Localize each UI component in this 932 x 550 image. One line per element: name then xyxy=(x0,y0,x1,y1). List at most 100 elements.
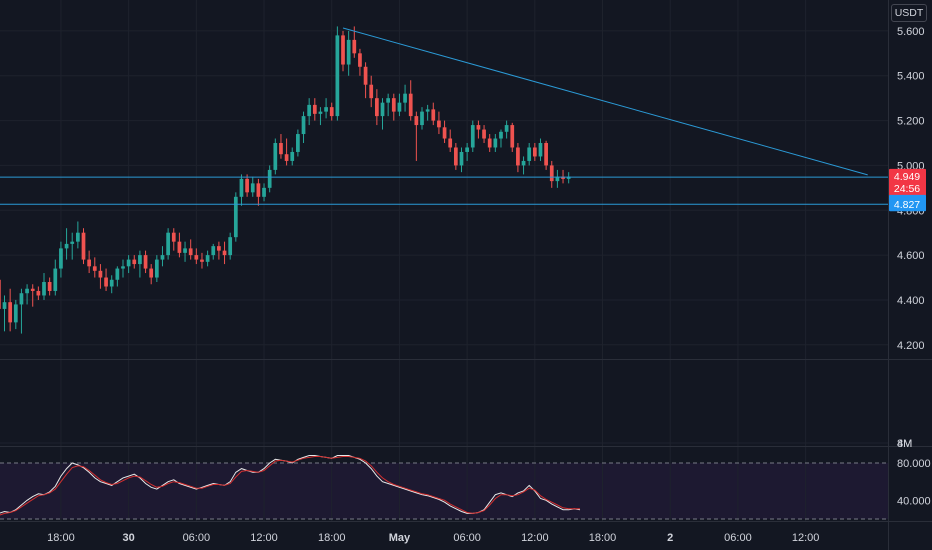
drawn-lines[interactable] xyxy=(0,27,888,205)
candle-body xyxy=(465,147,469,152)
price-tick-label: 4.400 xyxy=(897,295,925,307)
candle-body xyxy=(205,255,210,262)
candle-body xyxy=(183,248,187,253)
candle-body xyxy=(25,288,29,294)
candle-body xyxy=(64,243,69,249)
candle-body xyxy=(318,111,323,114)
candle-body xyxy=(442,127,447,139)
rsi-lines xyxy=(0,455,581,516)
candle-body xyxy=(188,248,193,256)
candle-body xyxy=(358,53,362,67)
candle-body xyxy=(425,109,430,112)
candle-body xyxy=(504,125,509,132)
candle-body xyxy=(132,259,137,265)
last-price-label: 4.949 xyxy=(894,171,920,183)
candle-body xyxy=(160,255,165,260)
time-axis-labels: 18:00 30 06:00 12:00 18:00 May 06:00 12:00 18:00… xyxy=(47,532,819,544)
time-tick-label: 12:00 xyxy=(250,532,278,544)
candle-body xyxy=(2,302,7,309)
candle-body xyxy=(532,147,537,157)
time-tick-label: 12:00 xyxy=(521,532,549,544)
candle-body xyxy=(408,93,413,117)
candle-body xyxy=(538,143,543,157)
candle-body xyxy=(70,241,75,244)
candle-body xyxy=(262,187,266,197)
time-tick-label: 2 xyxy=(667,532,673,544)
candle-body xyxy=(453,147,458,166)
volume-tick-label: 8M xyxy=(897,438,912,450)
time-tick-label: 30 xyxy=(123,532,135,544)
candle-body xyxy=(217,246,221,251)
candle-body xyxy=(59,248,63,269)
candle-body xyxy=(13,304,18,323)
time-tick-label: 18:00 xyxy=(318,532,346,544)
time-tick-label: 18:00 xyxy=(589,532,617,544)
candle-body xyxy=(493,138,498,148)
time-tick-label: May xyxy=(389,532,411,544)
candle-body xyxy=(149,268,154,278)
countdown-label: 24:56 xyxy=(894,183,920,195)
candle-body xyxy=(391,98,396,112)
candle-body xyxy=(42,282,46,296)
candle-body xyxy=(250,183,255,193)
candle-body xyxy=(81,232,86,260)
price-tick-label: 5.600 xyxy=(897,26,925,38)
candle-body xyxy=(437,120,441,128)
candle-body xyxy=(121,266,125,269)
candle-body xyxy=(267,169,272,188)
candle-body xyxy=(403,93,407,103)
candle-body xyxy=(228,237,233,256)
currency-label[interactable]: USDT xyxy=(891,4,927,22)
candle-body xyxy=(448,138,453,148)
candle-body xyxy=(459,151,464,166)
candle-body xyxy=(296,134,300,152)
candle-body xyxy=(397,102,402,112)
time-tick-label: 06:00 xyxy=(183,532,211,544)
candle-body xyxy=(380,102,385,117)
candle-body xyxy=(109,279,114,287)
time-tick-label: 12:00 xyxy=(792,532,820,544)
candle-body xyxy=(487,138,492,148)
candle-body xyxy=(312,104,317,114)
candle-body xyxy=(75,232,80,242)
candle-body xyxy=(420,111,424,126)
candle-body xyxy=(555,176,560,182)
candle-body xyxy=(36,290,41,296)
candle-body xyxy=(233,196,238,238)
candle-body xyxy=(476,125,481,130)
candle-body xyxy=(53,268,58,291)
candle-body xyxy=(200,259,204,262)
candle-body xyxy=(47,282,52,291)
candle-body xyxy=(92,266,97,271)
candle-body xyxy=(126,259,131,267)
candle-body xyxy=(30,288,35,291)
horizontal-line-label: 4.827 xyxy=(894,199,920,211)
candle-body xyxy=(482,129,486,139)
candle-body xyxy=(341,35,345,65)
candle-body xyxy=(211,246,216,256)
candle-body xyxy=(301,116,306,135)
candle-body xyxy=(239,178,244,197)
candle-body xyxy=(414,116,419,126)
candle-body xyxy=(324,107,328,112)
candle-body xyxy=(527,147,532,161)
candle-body xyxy=(499,131,503,139)
candle-body xyxy=(307,104,312,117)
candle-body xyxy=(0,279,1,309)
price-tick-label: 4.200 xyxy=(897,340,925,352)
price-tick-label: 5.400 xyxy=(897,71,925,83)
candle-body xyxy=(335,35,340,117)
candle-body xyxy=(279,143,283,155)
rsi-signal-line xyxy=(0,456,580,516)
horizontal-line-tag xyxy=(889,197,926,212)
candle-body xyxy=(369,84,374,99)
candle-body xyxy=(8,302,13,323)
candle-body xyxy=(166,232,170,256)
candle-body xyxy=(194,255,199,260)
candle-body xyxy=(138,255,142,265)
price-tick-label: 5.200 xyxy=(897,116,925,128)
last-price-tag xyxy=(889,168,926,196)
